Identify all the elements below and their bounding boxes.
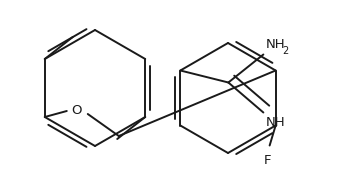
Text: F: F [264,153,271,167]
Text: NH: NH [265,116,285,128]
Text: 2: 2 [282,45,289,56]
Text: NH: NH [265,38,285,52]
Text: O: O [72,105,82,118]
